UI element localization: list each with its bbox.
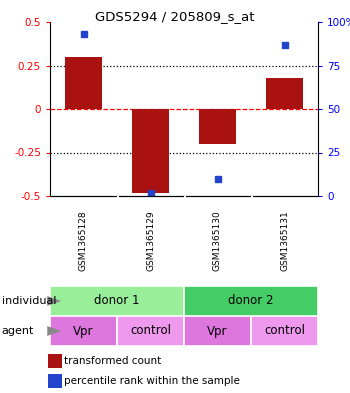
Text: transformed count: transformed count (64, 356, 161, 366)
Bar (50, 316, 117, 346)
Text: individual: individual (2, 296, 56, 306)
Bar (184, 196, 186, 286)
Text: Vpr: Vpr (73, 325, 94, 338)
Bar (48, 374, 62, 388)
Bar (50, 286, 184, 316)
Text: GSM1365129: GSM1365129 (146, 211, 155, 271)
Bar (65, 57, 102, 109)
Text: control: control (264, 325, 305, 338)
Bar (184, 286, 318, 316)
Text: percentile rank within the sample: percentile rank within the sample (64, 376, 240, 386)
Bar (184, 316, 251, 346)
Text: GSM1365130: GSM1365130 (213, 211, 222, 272)
Text: Vpr: Vpr (207, 325, 228, 338)
Polygon shape (47, 326, 61, 336)
Bar (48, 354, 62, 368)
Bar (199, 109, 236, 144)
Text: donor 1: donor 1 (94, 294, 140, 307)
Text: agent: agent (2, 326, 34, 336)
Text: GDS5294 / 205809_s_at: GDS5294 / 205809_s_at (95, 10, 255, 23)
Text: GSM1365128: GSM1365128 (79, 211, 88, 271)
Text: control: control (130, 325, 171, 338)
Bar (117, 196, 119, 286)
Bar (132, 109, 169, 193)
Bar (117, 316, 184, 346)
Polygon shape (47, 296, 61, 306)
Bar (266, 78, 303, 109)
Bar (251, 316, 318, 346)
Text: GSM1365131: GSM1365131 (280, 211, 289, 272)
Bar (251, 196, 253, 286)
Text: donor 2: donor 2 (228, 294, 274, 307)
